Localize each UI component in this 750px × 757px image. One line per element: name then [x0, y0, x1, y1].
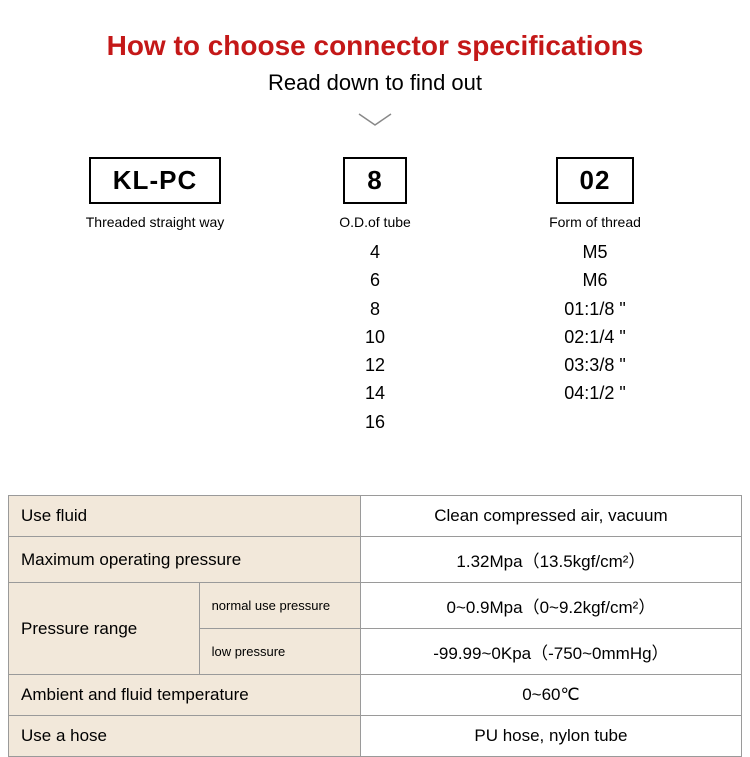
- code-value: 8: [370, 297, 380, 321]
- code-value: 16: [365, 410, 385, 434]
- code-column-od: 8 O.D.of tube 4 6 8 10 12 14 16: [300, 157, 450, 434]
- code-value: 14: [365, 381, 385, 405]
- spec-table: Use fluid Clean compressed air, vacuum M…: [8, 495, 742, 757]
- code-value: M5: [582, 240, 607, 264]
- code-value: 12: [365, 353, 385, 377]
- code-label: O.D.of tube: [339, 214, 411, 230]
- code-box: 8: [343, 157, 406, 204]
- table-row: Ambient and fluid temperature 0~60℃: [9, 675, 742, 716]
- spec-label: Ambient and fluid temperature: [9, 675, 361, 716]
- code-column-series: KL-PC Threaded straight way: [80, 157, 230, 434]
- spec-label: Pressure range: [9, 583, 200, 675]
- table-row: Maximum operating pressure 1.32Mpa（13.5k…: [9, 537, 742, 583]
- code-value: 02:1/4 ": [564, 325, 625, 349]
- page-title: How to choose connector specifications: [0, 30, 750, 62]
- spec-label: Use a hose: [9, 716, 361, 757]
- spec-value: 0~60℃: [360, 675, 741, 716]
- spec-label: Use fluid: [9, 496, 361, 537]
- header: How to choose connector specifications R…: [0, 0, 750, 135]
- code-label: Threaded straight way: [86, 214, 225, 230]
- page-subtitle: Read down to find out: [0, 70, 750, 96]
- spec-value: 0~0.9Mpa（0~9.2kgf/cm²）: [360, 583, 741, 629]
- spec-sublabel: normal use pressure: [199, 583, 360, 629]
- code-box: KL-PC: [89, 157, 221, 204]
- code-value: M6: [582, 268, 607, 292]
- table-row: Use fluid Clean compressed air, vacuum: [9, 496, 742, 537]
- spec-value: PU hose, nylon tube: [360, 716, 741, 757]
- spec-value: Clean compressed air, vacuum: [360, 496, 741, 537]
- code-value: 03:3/8 ": [564, 353, 625, 377]
- code-value: 04:1/2 ": [564, 381, 625, 405]
- code-label: Form of thread: [549, 214, 641, 230]
- code-values: M5 M6 01:1/8 " 02:1/4 " 03:3/8 " 04:1/2 ": [564, 240, 625, 406]
- code-value: 10: [365, 325, 385, 349]
- code-value: 4: [370, 240, 380, 264]
- table-row: Pressure range normal use pressure 0~0.9…: [9, 583, 742, 629]
- table-row: Use a hose PU hose, nylon tube: [9, 716, 742, 757]
- spec-sublabel: low pressure: [199, 629, 360, 675]
- spec-value: -99.99~0Kpa（-750~0mmHg）: [360, 629, 741, 675]
- spec-value: 1.32Mpa（13.5kgf/cm²）: [360, 537, 741, 583]
- code-breakdown: KL-PC Threaded straight way 8 O.D.of tub…: [0, 157, 750, 434]
- chevron-down-icon: [355, 110, 395, 130]
- spec-label: Maximum operating pressure: [9, 537, 361, 583]
- code-values: 4 6 8 10 12 14 16: [365, 240, 385, 434]
- code-value: 6: [370, 268, 380, 292]
- code-box: 02: [556, 157, 635, 204]
- code-value: 01:1/8 ": [564, 297, 625, 321]
- code-column-thread: 02 Form of thread M5 M6 01:1/8 " 02:1/4 " 03…: [520, 157, 670, 434]
